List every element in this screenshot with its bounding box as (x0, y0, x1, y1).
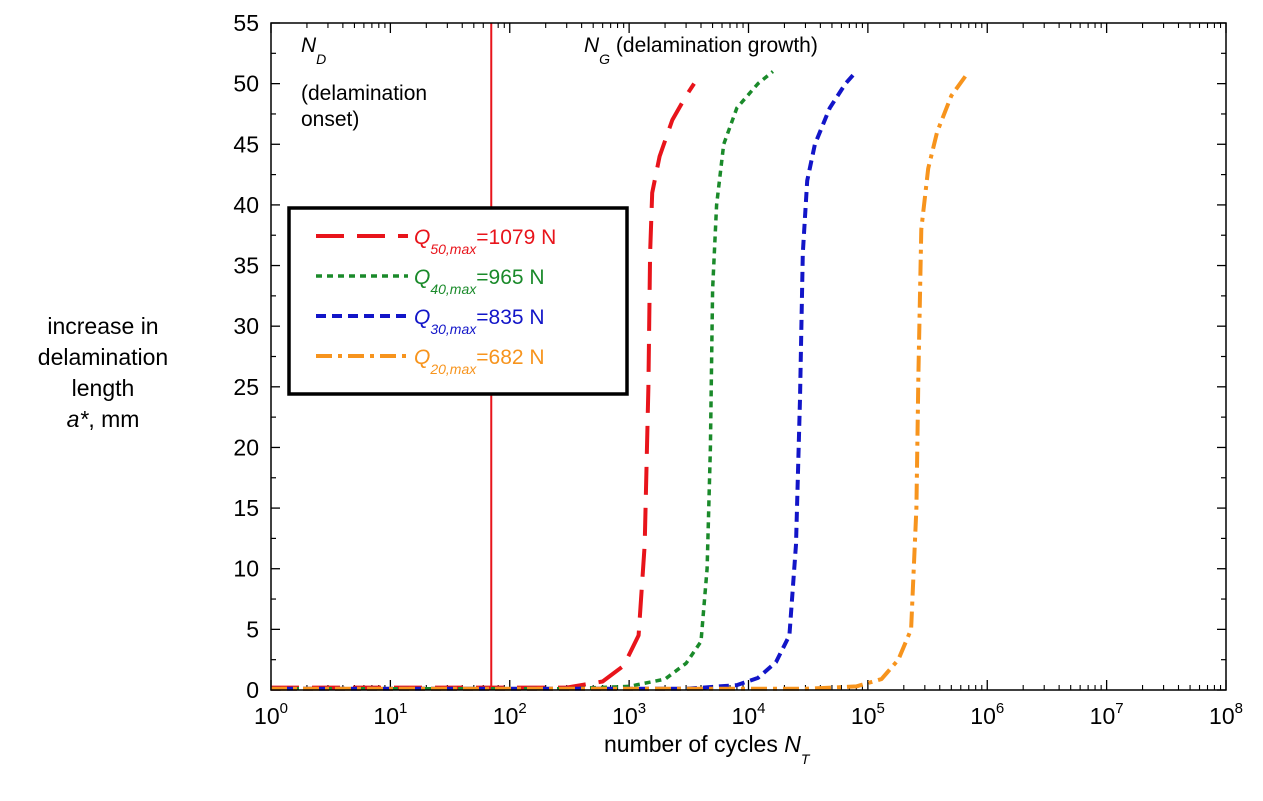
x-tick-label: 101 (373, 700, 407, 729)
y-tick-label: 40 (233, 192, 259, 218)
legend-label-3: Q20,max=682 N (414, 346, 545, 377)
y-axis-label-line: length (72, 375, 135, 401)
y-tick-label: 5 (246, 616, 259, 642)
legend-box (287, 206, 629, 396)
y-axis-label: increase in delamination length a*, mm (38, 313, 168, 432)
x-tick-label: 100 (254, 700, 288, 729)
y-tick-label: 15 (233, 495, 259, 521)
y-tick-label: 25 (233, 374, 259, 400)
x-tick-label: 104 (732, 700, 766, 729)
legend-label-2: Q30,max=835 N (414, 306, 545, 337)
x-tick-label: 102 (493, 700, 527, 729)
series-line-0 (271, 82, 696, 690)
x-tick-label: 107 (1090, 700, 1124, 729)
annotation-onset-line1: (delamination (301, 82, 427, 105)
annotation-onset: ND (301, 34, 326, 67)
legend-label-1: Q40,max=965 N (414, 266, 545, 297)
y-tick-label: 30 (233, 313, 259, 339)
x-tick-labels: 100 101 102 103 104 105 106 107 108 (254, 700, 1243, 729)
legend-label-0: Q50,max=1079 N (414, 226, 556, 257)
y-axis-label-line: delamination (38, 344, 168, 370)
y-tick-label: 20 (233, 434, 259, 460)
y-tick-label: 50 (233, 71, 259, 97)
series-line-2 (271, 70, 858, 691)
x-tick-label: 103 (612, 700, 646, 729)
y-tick-label: 0 (246, 677, 259, 703)
series-line-3 (271, 70, 971, 691)
x-tick-label: 106 (970, 700, 1004, 729)
y-tick-label: 55 (233, 10, 259, 36)
x-tick-label: 105 (851, 700, 885, 729)
series-line-1 (271, 70, 775, 691)
y-axis-label-line: increase in (47, 313, 158, 339)
x-tick-label: 108 (1209, 700, 1243, 729)
series-group (271, 70, 971, 691)
y-tick-label: 35 (233, 253, 259, 279)
y-axis-label-unit: a*, mm (67, 406, 140, 432)
annotation-growth: NG (delamination growth) (584, 34, 818, 67)
y-tick-label: 10 (233, 556, 259, 582)
axis-ticks (270, 22, 1227, 691)
x-axis-label: number of cycles NT (604, 731, 811, 767)
legend: Q50,max=1079 N Q40,max=965 N Q30,max=835 N… (287, 206, 629, 396)
plot-area-frame (270, 22, 1227, 691)
y-tick-label: 45 (233, 131, 259, 157)
y-tick-labels: 0 5 10 15 20 25 30 35 40 45 50 55 (233, 10, 259, 703)
annotation-onset-line2: onset) (301, 108, 359, 131)
